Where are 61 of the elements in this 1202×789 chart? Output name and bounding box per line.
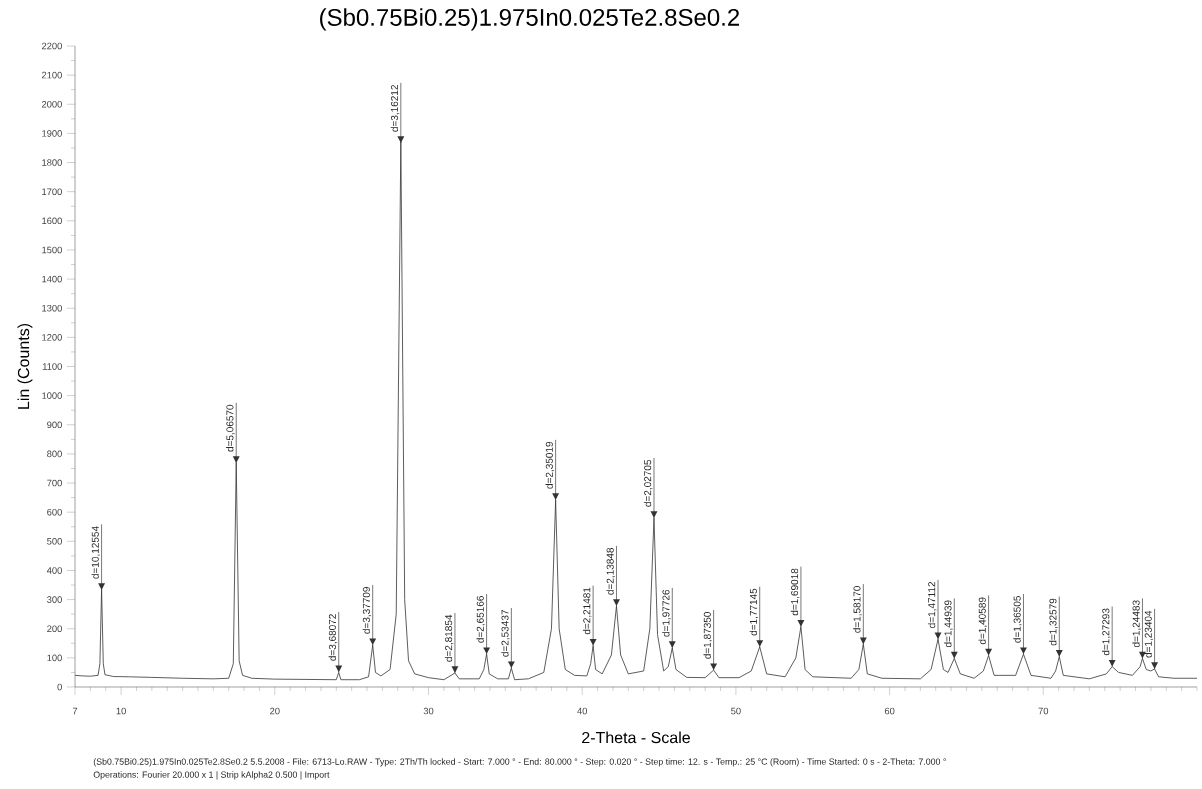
annotation: d=1,47112: [927, 581, 937, 628]
annotation: d=3,68072: [328, 614, 338, 661]
annotation: d=2,13848: [606, 547, 615, 595]
y-tick-label: 2000: [41, 100, 62, 108]
annotation: d=2,35019: [545, 441, 555, 489]
y-tick-label: 1500: [42, 246, 62, 254]
y-tick-label: 1100: [42, 363, 62, 370]
y-tick-label: 0: [57, 683, 62, 691]
x-tick-label: 30: [423, 707, 434, 715]
y-tick-label: 100: [47, 654, 62, 662]
annotation: d=3,37709: [362, 587, 372, 634]
y-tick-label: 200: [47, 625, 62, 633]
y-tick-label: 1000: [42, 392, 62, 399]
text: Operations: Fourier 20.000 x 1 | Strip kAlpha2 0.500 | Import: [93, 771, 330, 780]
annotation: d=1,87350: [703, 612, 713, 659]
x-tick-label: 70: [1038, 707, 1049, 715]
annotation: d=3,16212: [390, 85, 400, 132]
annotation: d=10,12554: [91, 526, 100, 579]
y-tick-label: 300: [47, 596, 62, 603]
annotation: d=1,32579: [1049, 598, 1058, 646]
annotation: d=1,36505: [1013, 596, 1022, 643]
x-tick-label: 50: [731, 707, 741, 715]
annotation: d=1,40589: [978, 597, 987, 645]
annotation: d=2,02705: [643, 459, 653, 507]
annotation: d=2,81854: [444, 614, 454, 662]
annotation: d=1,23404: [1144, 610, 1153, 658]
annotation: d=5,06570: [226, 404, 235, 452]
annotation: d=1,27293: [1102, 608, 1111, 656]
text: (Sb0.75Bi0.25)1.975In0.025Te2.8Se0.2 5.5.2008 - File: 6713-Lo.RAW - Type: 2Th/Th locked - Start: 7.000 ° - End: 80.000 ° - Step: 0.020 ° - Step time: 12. s - Temp.: 25 °C (Room) - Time Started: 0 s - 2-Theta: 7.000 °: [93, 758, 946, 767]
y-tick-label: 600: [47, 508, 62, 516]
annotation: d=2,65166: [476, 596, 485, 643]
y-tick-label: 1200: [42, 334, 62, 341]
y-tick-label: 800: [47, 450, 62, 458]
y-tick-label: 700: [47, 479, 62, 487]
y-axis-title: Lin (Counts): [17, 323, 33, 409]
x-tick-label: 60: [884, 707, 895, 715]
y-tick-label: 1600: [42, 217, 62, 225]
y-tick-label: 2200: [41, 42, 62, 50]
annotation: d=1,58170: [853, 586, 862, 633]
y-tick-label: 900: [47, 421, 62, 429]
annotation: d=1,77145: [749, 588, 759, 636]
annotation: d=2,53437: [501, 610, 510, 657]
y-tick-label: 1700: [42, 188, 62, 195]
y-tick-label: 400: [46, 567, 62, 574]
x-tick-label: 7: [72, 707, 78, 715]
x-tick-label: 20: [270, 707, 280, 715]
y-tick-label: 2100: [41, 71, 62, 79]
annotation: d=1,97726: [662, 589, 671, 637]
annotation: d=1,69018: [790, 568, 800, 616]
y-tick-label: 1300: [42, 304, 62, 312]
chart-title: (Sb0.75Bi0.25)1.975In0.025Te2.8Se0.2: [320, 8, 740, 31]
y-tick-label: 500: [47, 538, 62, 545]
y-tick-label: 1800: [42, 159, 62, 166]
y-tick-label: 1900: [42, 130, 62, 137]
annotation: d=1,44939: [944, 600, 953, 648]
x-tick-label: 40: [577, 707, 588, 715]
y-tick-label: 1400: [42, 275, 62, 283]
x-tick-label: 10: [116, 707, 126, 715]
x-axis-title: 2-Theta - Scale: [582, 731, 690, 744]
annotation: d=1,24483: [1132, 600, 1141, 648]
annotation: d=2,21481: [583, 587, 592, 635]
